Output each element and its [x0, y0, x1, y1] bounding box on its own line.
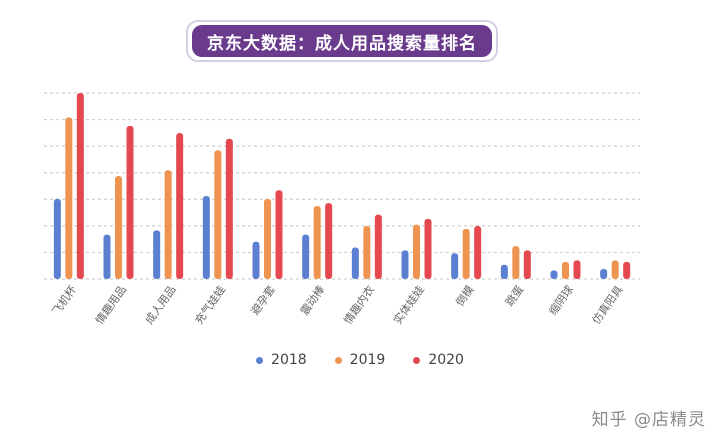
legend-item-2018[interactable]: 2018	[256, 352, 307, 368]
bar-2020-情趣内衣[interactable]	[374, 214, 382, 279]
chart-title: 京东大数据：成人用品搜索量排名	[192, 25, 492, 57]
x-tick-label: 避孕套	[248, 283, 278, 318]
bar-2019-仿真阳具[interactable]	[611, 260, 619, 279]
bar-2019-情趣用品[interactable]	[115, 175, 122, 279]
title-frame: 京东大数据：成人用品搜索量排名	[186, 20, 498, 62]
legend-label-2018: 2018	[271, 352, 307, 368]
bar-2019-飞机杯[interactable]	[65, 117, 73, 279]
bar-2020-实体娃娃[interactable]	[424, 218, 432, 279]
bar-2018-情趣用品[interactable]	[103, 234, 111, 279]
bar-2019-倒模[interactable]	[462, 228, 470, 279]
legend-dot-2019	[334, 356, 342, 364]
bar-2018-避孕套[interactable]	[252, 241, 260, 279]
bar-2018-实体娃娃[interactable]	[401, 250, 409, 279]
x-tick-label: 情趣内衣	[341, 283, 378, 327]
bar-2018-震动棒[interactable]	[302, 234, 310, 279]
x-tick-label: 成人用品	[143, 283, 179, 326]
bar-2019-震动棒[interactable]	[313, 206, 321, 279]
x-tick-label: 缩阴球	[546, 283, 576, 318]
legend-item-2019[interactable]: 2019	[334, 352, 386, 368]
bar-2019-避孕套[interactable]	[264, 198, 271, 279]
bar-2020-缩阴球[interactable]	[573, 260, 581, 279]
x-tick-label: 倒模	[453, 283, 476, 308]
bar-2020-仿真阳具[interactable]	[623, 261, 631, 279]
bar-2020-跳蛋[interactable]	[523, 250, 531, 279]
bar-2020-震动棒[interactable]	[325, 203, 333, 279]
legend: 2018 2019 2020	[0, 352, 720, 368]
bar-2019-充气娃娃[interactable]	[214, 150, 222, 279]
bar-2018-充气娃娃[interactable]	[202, 196, 210, 279]
bar-2020-飞机杯[interactable]	[76, 93, 84, 279]
bar-2019-情趣内衣[interactable]	[363, 226, 371, 279]
bar-2020-避孕套[interactable]	[275, 190, 283, 279]
watermark: 知乎 @店精灵	[591, 410, 706, 430]
bar-2019-缩阴球[interactable]	[562, 261, 569, 279]
bar-2019-实体娃娃[interactable]	[413, 224, 420, 279]
x-tick-label: 震动棒	[297, 283, 327, 318]
bar-2018-缩阴球[interactable]	[550, 270, 558, 279]
x-tick-label: 充气娃娃	[192, 283, 229, 327]
legend-dot-2018	[256, 356, 264, 364]
bar-2020-成人用品[interactable]	[176, 133, 184, 279]
bar-2018-情趣内衣[interactable]	[351, 247, 359, 279]
bar-chart: 飞机杯 情趣用品 成人用品 充气娃娃 避孕套 震动棒 情趣内衣 实体娃娃 倒模 跳蛋 缩阴球 仿真阳具	[44, 92, 640, 327]
bar-2020-情趣用品[interactable]	[126, 125, 134, 280]
x-tick-label: 仿真阳具	[589, 283, 626, 327]
bar-2019-成人用品[interactable]	[164, 170, 172, 279]
x-tick-label: 飞机杯	[49, 283, 79, 318]
legend-label-2020: 2020	[428, 352, 464, 368]
legend-label-2019: 2019	[349, 352, 386, 368]
bar-2020-充气娃娃[interactable]	[225, 138, 233, 279]
x-tick-label: 实体娃娃	[390, 283, 427, 327]
bar-2018-飞机杯[interactable]	[53, 198, 61, 279]
x-tick-label: 跳蛋	[502, 283, 526, 309]
bar-2018-倒模[interactable]	[451, 253, 459, 279]
bar-2019-跳蛋[interactable]	[512, 246, 520, 279]
bar-2018-跳蛋[interactable]	[500, 264, 508, 279]
x-tick-label: 情趣用品	[92, 283, 129, 327]
bar-2018-成人用品[interactable]	[153, 230, 161, 279]
legend-dot-2020	[413, 356, 421, 364]
legend-item-2020[interactable]: 2020	[413, 352, 464, 368]
bar-2018-仿真阳具[interactable]	[600, 268, 608, 279]
bar-2020-倒模[interactable]	[474, 226, 482, 279]
